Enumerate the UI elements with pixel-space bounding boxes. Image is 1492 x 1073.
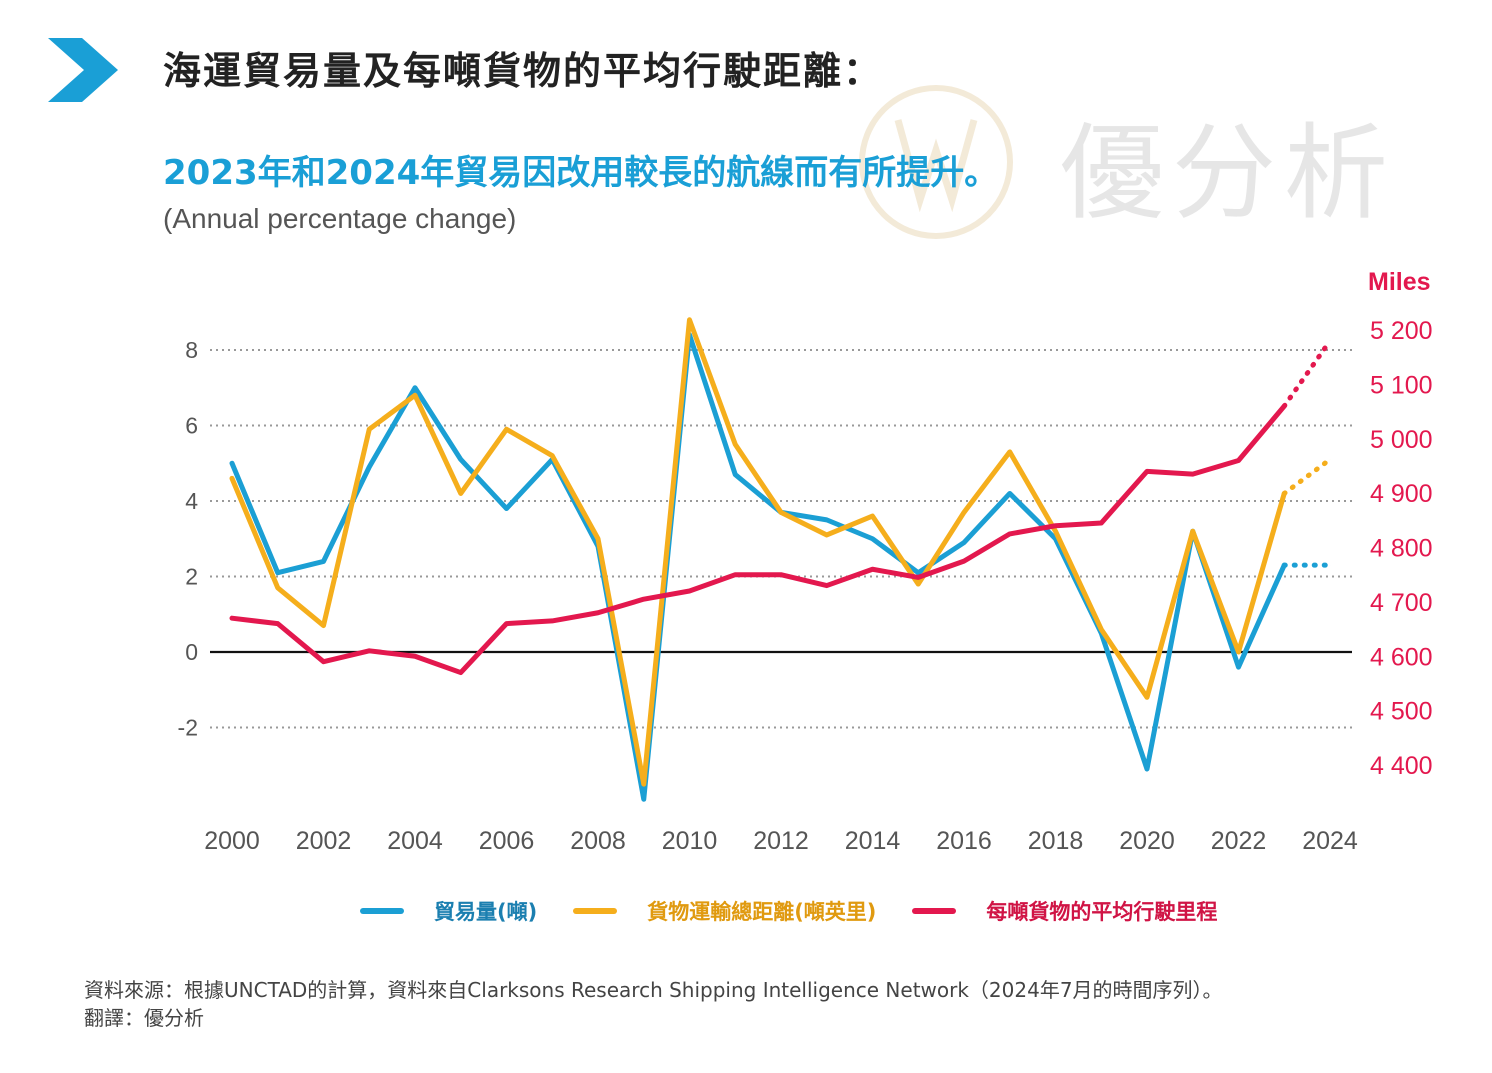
x-tick-label: 2010	[662, 827, 718, 855]
x-tick-label: 2018	[1028, 827, 1084, 855]
page-title: 海運貿易量及每噸貨物的平均行駛距離：	[163, 49, 884, 93]
x-tick-label: 2000	[204, 827, 260, 855]
legend-item-ton-miles: 貨物運輸總距離(噸英里)	[573, 896, 876, 926]
x-tick-label: 2008	[570, 827, 626, 855]
translation-credit: 翻譯：優分析	[84, 1006, 204, 1030]
watermark-text: 優分析	[1060, 112, 1397, 234]
source-note: 資料來源：根據UNCTAD的計算，資料來自Clarksons Research …	[84, 976, 1223, 1032]
x-tick-label: 2024	[1302, 827, 1358, 855]
y-right-tick-label: 4 600	[1370, 643, 1433, 671]
legend-swatch-ton-miles	[573, 908, 618, 914]
series-lines	[229, 317, 1333, 802]
legend-item-avg-distance: 每噸貨物的平均行駛里程	[912, 896, 1217, 926]
chart-subtitle: 2023年和2024年貿易因改用較長的航線而有所提升。	[163, 153, 999, 193]
y-right-tick-label: 4 900	[1370, 480, 1433, 508]
y-left-tick-label: 6	[185, 413, 198, 439]
x-tick-label: 2014	[845, 827, 901, 855]
watermark-logo-icon	[859, 85, 1013, 239]
series-avg-distance-line	[229, 403, 1287, 676]
y-right-tick-label: 4 500	[1370, 698, 1433, 726]
x-tick-label: 2022	[1211, 827, 1267, 855]
x-tick-label: 2004	[387, 827, 443, 855]
source-text: 資料來源：根據UNCTAD的計算，資料來自Clarksons Research …	[84, 978, 1223, 1002]
x-tick-label: 2006	[479, 827, 535, 855]
grid-lines	[210, 349, 1352, 729]
x-tick-label: 2020	[1119, 827, 1175, 855]
y-left-tick-label: 0	[185, 639, 198, 665]
legend-label-avg-distance: 每噸貨物的平均行駛里程	[986, 900, 1218, 924]
y-left-tick-label: 2	[185, 564, 198, 590]
series-ton-miles-line	[229, 317, 1287, 787]
legend-swatch-trade-volume	[360, 908, 404, 914]
brand-chevron-icon	[48, 38, 118, 102]
y-right-tick-label: 5 100	[1370, 371, 1433, 399]
legend-label-trade-volume: 貿易量(噸)	[434, 900, 538, 924]
series-avg-distance-forecast	[1281, 338, 1333, 409]
x-tick-label: 2002	[296, 827, 352, 855]
y-left-tick-label: 8	[185, 337, 198, 363]
legend-swatch-avg-distance	[912, 908, 957, 914]
y-right-axis-label: Miles	[1368, 268, 1431, 296]
y-left-tick-label: 4	[185, 488, 198, 514]
axis-labels: 8 6 4 2 0 -2 Miles 5 200 5 100 5 000 4 900 4 800 4 7…	[178, 268, 1433, 855]
x-tick-label: 2016	[936, 827, 992, 855]
series-trade-volume-line	[229, 332, 1287, 802]
legend-label-ton-miles: 貨物運輸總距離(噸英里)	[647, 900, 877, 924]
series-ton-miles-forecast	[1281, 456, 1333, 496]
y-right-tick-label: 5 000	[1370, 426, 1433, 454]
y-right-tick-label: 4 800	[1370, 535, 1433, 563]
unit-note: (Annual percentage change)	[163, 203, 517, 234]
legend: 貿易量(噸) 貨物運輸總距離(噸英里) 每噸貨物的平均行駛里程	[360, 893, 1253, 929]
y-right-tick-label: 4 400	[1370, 752, 1433, 780]
x-tick-label: 2012	[753, 827, 809, 855]
y-right-tick-label: 4 700	[1370, 589, 1433, 617]
y-left-tick-label: -2	[178, 715, 198, 741]
legend-item-trade-volume: 貿易量(噸)	[360, 896, 537, 926]
y-right-tick-label: 5 200	[1370, 317, 1433, 345]
